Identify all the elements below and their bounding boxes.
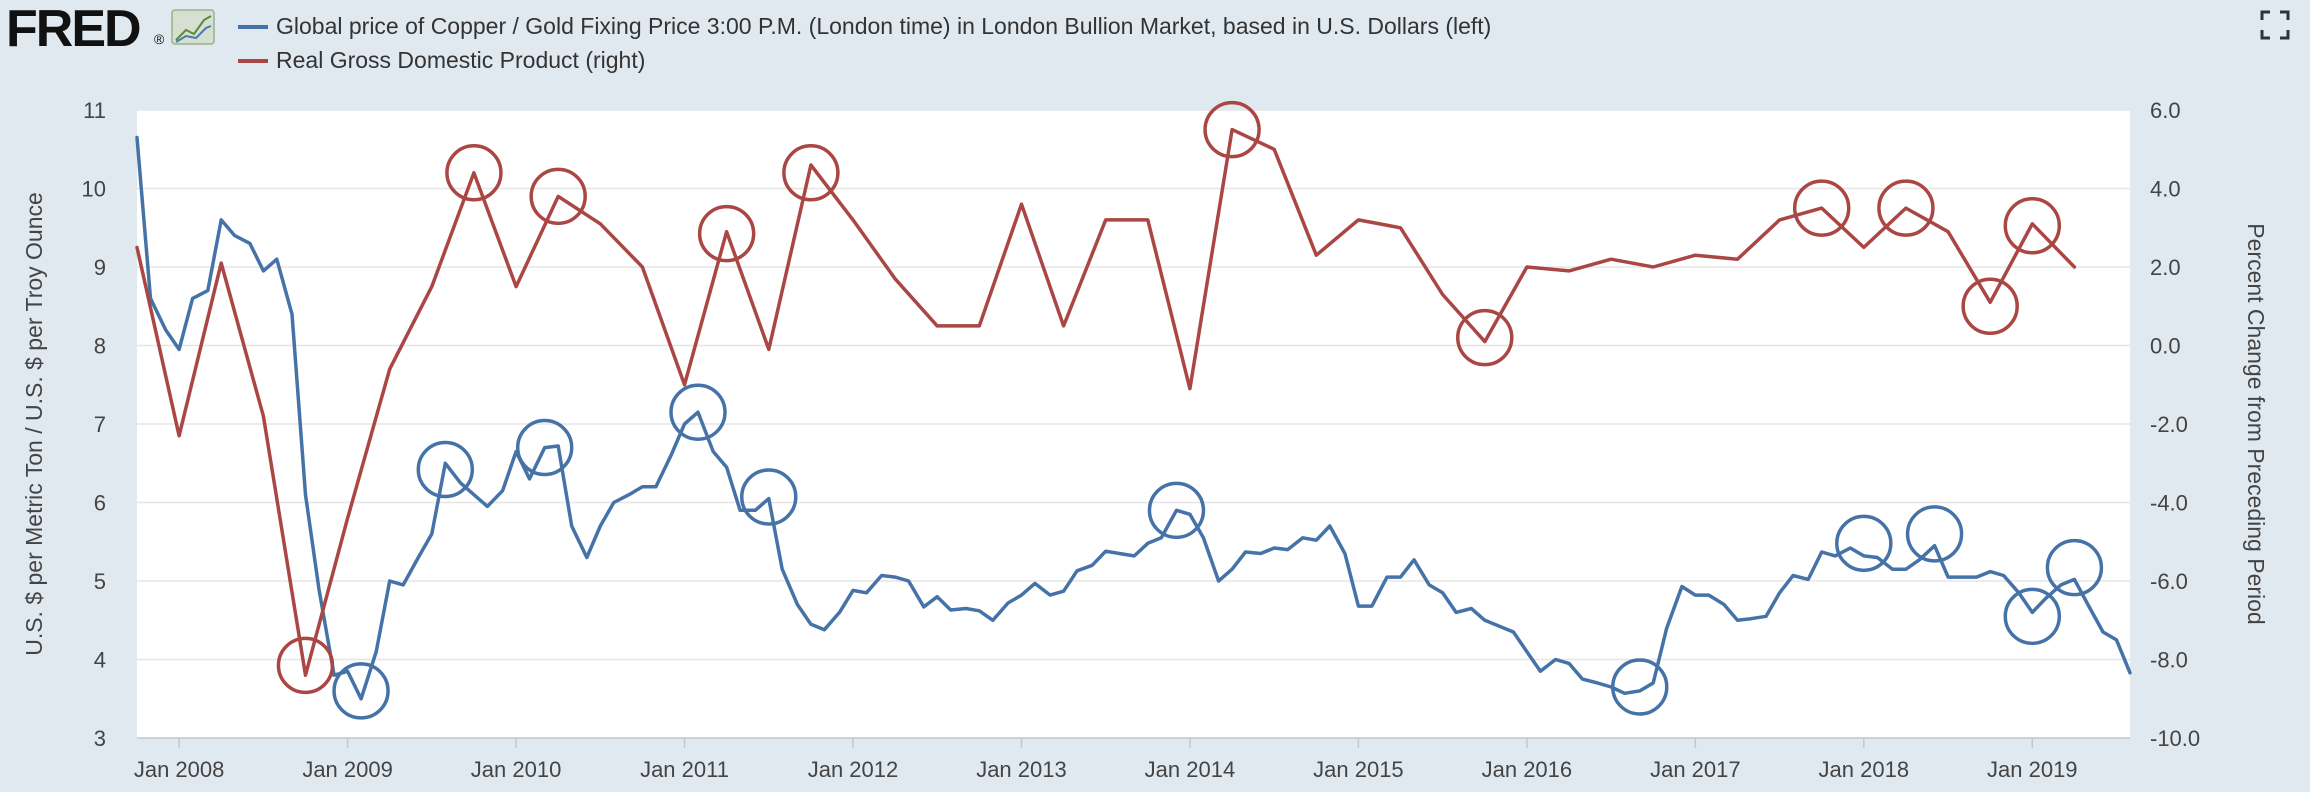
annotation-circle-left	[2003, 587, 2062, 646]
annotation-circle-left	[740, 468, 798, 526]
x-tick-label: Jan 2019	[1987, 757, 2078, 782]
annotation-circle-right	[529, 167, 587, 226]
x-tick-label: Jan 2013	[976, 757, 1067, 782]
left-tick-label: 10	[82, 177, 106, 202]
right-axis-ticks: -10.0 -8.0 -6.0 -4.0 -2.0 0.0 2.0 4.0 6.0	[2150, 98, 2200, 751]
x-tick-label: Jan 2008	[134, 757, 225, 782]
fred-logo-text: FRED	[6, 0, 140, 58]
annotation-circle-right	[2003, 197, 2062, 255]
left-axis-ticks: 3 4 5 6 7 8 9 10 11	[82, 98, 106, 751]
annotation-circle-right	[1792, 179, 1851, 237]
annotation-circle-left	[2045, 538, 2104, 597]
x-tick-label: Jan 2018	[1819, 757, 1910, 782]
x-axis-ticks: Jan 2008 Jan 2009 Jan 2010 Jan 2011 Jan 2012…	[134, 737, 2130, 782]
right-tick-label: -10.0	[2150, 726, 2200, 751]
left-tick-label: 3	[94, 726, 106, 751]
x-tick-label: Jan 2010	[471, 757, 562, 782]
annotation-circle-left	[669, 383, 727, 441]
right-tick-label: -8.0	[2150, 648, 2188, 673]
left-tick-label: 6	[94, 491, 106, 516]
x-tick-label: Jan 2014	[1145, 757, 1236, 782]
circle-layer	[276, 100, 2104, 720]
left-tick-label: 5	[94, 569, 106, 594]
annotation-circle-right	[1203, 100, 1261, 159]
annotation-circle-left	[1905, 505, 1964, 563]
fullscreen-icon[interactable]	[2260, 10, 2290, 40]
series-layer	[135, 127, 2132, 701]
right-tick-label: 6.0	[2150, 98, 2181, 123]
x-tick-label: Jan 2012	[808, 757, 899, 782]
legend-label-gdp: Real Gross Domestic Product (right)	[276, 47, 645, 73]
x-tick-label: Jan 2009	[302, 757, 393, 782]
annotation-circle-left	[515, 418, 574, 477]
annotation-circle-left	[416, 440, 475, 499]
right-tick-label: 0.0	[2150, 334, 2181, 359]
x-tick-label: Jan 2017	[1650, 757, 1741, 782]
annotation-circle-right	[782, 144, 840, 202]
series-line-gdp[interactable]	[135, 127, 2077, 677]
annotation-circle-right	[1961, 277, 2019, 335]
x-tick-label: Jan 2015	[1313, 757, 1404, 782]
left-tick-label: 7	[94, 412, 106, 437]
registered-mark: ®	[154, 31, 165, 47]
right-tick-label: 2.0	[2150, 255, 2181, 280]
left-tick-label: 9	[94, 255, 106, 280]
grid-lines	[137, 109, 2130, 739]
legend-item-gdp[interactable]: Real Gross Domestic Product (right)	[238, 47, 645, 73]
right-tick-label: 4.0	[2150, 177, 2181, 202]
left-tick-label: 8	[94, 334, 106, 359]
right-tick-label: -4.0	[2150, 491, 2188, 516]
annotation-circle-left	[332, 662, 390, 720]
fred-graph-icon	[171, 9, 215, 45]
legend: Global price of Copper / Gold Fixing Pri…	[238, 13, 1491, 73]
annotation-circle-right	[1877, 179, 1935, 237]
right-axis-title: Percent Change from Preceding Period	[2243, 223, 2269, 624]
right-tick-label: -2.0	[2150, 412, 2188, 437]
annotation-circle-left	[1611, 658, 1669, 716]
annotation-circle-right	[445, 144, 503, 202]
annotation-circle-left	[1835, 514, 1893, 573]
x-tick-label: Jan 2011	[640, 757, 729, 782]
annotation-circle-left	[1147, 481, 1206, 540]
legend-item-copper-gold[interactable]: Global price of Copper / Gold Fixing Pri…	[238, 13, 1491, 39]
legend-label-copper-gold: Global price of Copper / Gold Fixing Pri…	[276, 13, 1491, 39]
x-tick-label: Jan 2016	[1482, 757, 1573, 782]
fred-logo[interactable]: FRED ®	[6, 0, 215, 58]
series-line-copper-gold[interactable]	[135, 135, 2132, 701]
left-tick-label: 11	[83, 98, 106, 123]
left-tick-label: 4	[94, 648, 106, 673]
annotation-circle-right	[276, 636, 335, 695]
right-tick-label: -6.0	[2150, 569, 2188, 594]
left-axis-title: U.S. $ per Metric Ton / U.S. $ per Troy …	[21, 192, 47, 656]
annotation-circle-right	[697, 204, 756, 263]
annotation-circle-right	[1456, 308, 1514, 367]
